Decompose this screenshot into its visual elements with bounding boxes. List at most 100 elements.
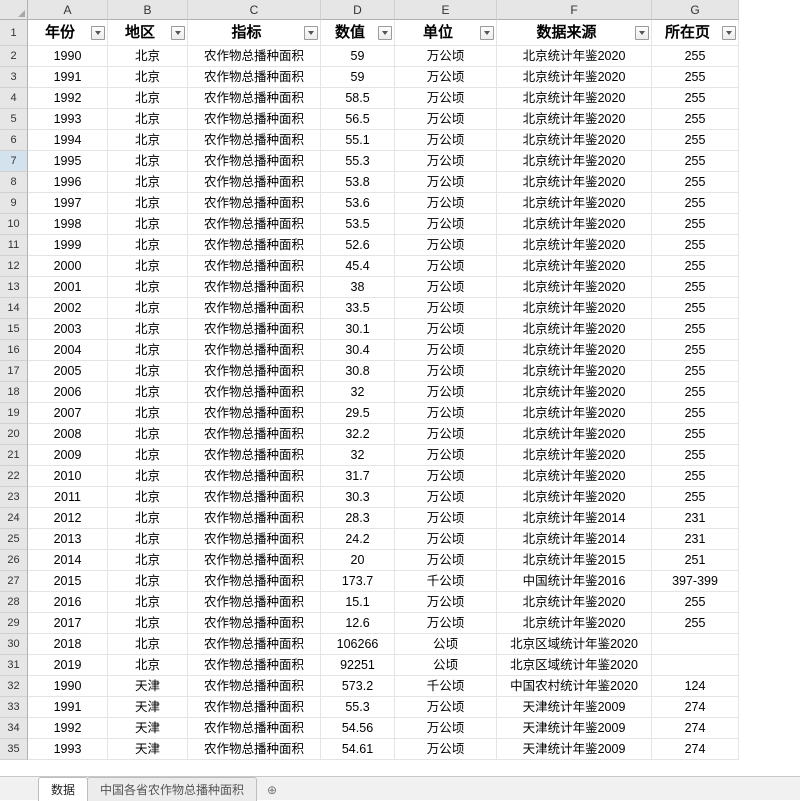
filter-dropdown-icon[interactable]	[171, 26, 185, 40]
table-cell[interactable]: 农作物总播种面积	[188, 676, 321, 697]
table-cell[interactable]: 农作物总播种面积	[188, 256, 321, 277]
sheet-tab-data[interactable]: 数据	[38, 777, 88, 801]
table-cell[interactable]: 万公顷	[395, 361, 497, 382]
table-cell[interactable]: 万公顷	[395, 193, 497, 214]
table-cell[interactable]: 2004	[28, 340, 108, 361]
table-cell[interactable]: 北京统计年鉴2014	[497, 529, 652, 550]
table-cell[interactable]: 农作物总播种面积	[188, 508, 321, 529]
table-cell[interactable]: 255	[652, 88, 739, 109]
table-cell[interactable]: 农作物总播种面积	[188, 655, 321, 676]
table-cell[interactable]: 255	[652, 67, 739, 88]
table-cell[interactable]: 万公顷	[395, 235, 497, 256]
row-head-25[interactable]: 25	[0, 529, 28, 550]
row-head-30[interactable]: 30	[0, 634, 28, 655]
row-head-17[interactable]: 17	[0, 361, 28, 382]
table-cell[interactable]: 农作物总播种面积	[188, 361, 321, 382]
table-cell[interactable]: 北京	[108, 571, 188, 592]
table-cell[interactable]: 38	[321, 277, 395, 298]
table-cell[interactable]: 255	[652, 298, 739, 319]
table-cell[interactable]: 2006	[28, 382, 108, 403]
row-head-12[interactable]: 12	[0, 256, 28, 277]
table-cell[interactable]: 北京统计年鉴2020	[497, 382, 652, 403]
table-cell[interactable]: 1998	[28, 214, 108, 235]
table-cell[interactable]: 255	[652, 487, 739, 508]
header-cell-indicator[interactable]: 指标	[188, 20, 321, 46]
row-head-28[interactable]: 28	[0, 592, 28, 613]
row-head-14[interactable]: 14	[0, 298, 28, 319]
row-head-23[interactable]: 23	[0, 487, 28, 508]
table-cell[interactable]: 天津	[108, 718, 188, 739]
sheet-tab-china-provinces[interactable]: 中国各省农作物总播种面积	[87, 777, 257, 801]
table-cell[interactable]: 2014	[28, 550, 108, 571]
table-cell[interactable]: 2018	[28, 634, 108, 655]
table-cell[interactable]: 万公顷	[395, 445, 497, 466]
table-cell[interactable]: 54.56	[321, 718, 395, 739]
header-cell-region[interactable]: 地区	[108, 20, 188, 46]
table-cell[interactable]: 万公顷	[395, 109, 497, 130]
table-cell[interactable]: 2000	[28, 256, 108, 277]
table-cell[interactable]: 124	[652, 676, 739, 697]
table-cell[interactable]: 农作物总播种面积	[188, 235, 321, 256]
row-head-24[interactable]: 24	[0, 508, 28, 529]
row-head-26[interactable]: 26	[0, 550, 28, 571]
table-cell[interactable]: 北京统计年鉴2020	[497, 361, 652, 382]
table-cell[interactable]: 农作物总播种面积	[188, 424, 321, 445]
table-cell[interactable]: 北京	[108, 319, 188, 340]
table-cell[interactable]: 20	[321, 550, 395, 571]
table-cell[interactable]: 万公顷	[395, 151, 497, 172]
table-cell[interactable]: 1999	[28, 235, 108, 256]
row-head-2[interactable]: 2	[0, 46, 28, 67]
table-cell[interactable]: 北京统计年鉴2020	[497, 235, 652, 256]
table-cell[interactable]: 北京统计年鉴2020	[497, 88, 652, 109]
table-cell[interactable]: 255	[652, 319, 739, 340]
table-cell[interactable]: 万公顷	[395, 277, 497, 298]
table-cell[interactable]: 农作物总播种面积	[188, 109, 321, 130]
table-cell[interactable]: 1991	[28, 67, 108, 88]
table-cell[interactable]: 万公顷	[395, 529, 497, 550]
table-cell[interactable]: 北京	[108, 277, 188, 298]
table-cell[interactable]: 北京统计年鉴2015	[497, 550, 652, 571]
table-cell[interactable]: 万公顷	[395, 340, 497, 361]
table-cell[interactable]: 农作物总播种面积	[188, 634, 321, 655]
add-sheet-icon[interactable]: ⊕	[262, 780, 282, 800]
row-head-11[interactable]: 11	[0, 235, 28, 256]
table-cell[interactable]: 55.3	[321, 697, 395, 718]
table-cell[interactable]: 万公顷	[395, 697, 497, 718]
table-cell[interactable]: 251	[652, 550, 739, 571]
table-cell[interactable]: 万公顷	[395, 424, 497, 445]
table-cell[interactable]: 北京统计年鉴2020	[497, 487, 652, 508]
table-cell[interactable]: 55.3	[321, 151, 395, 172]
table-cell[interactable]: 北京	[108, 529, 188, 550]
table-cell[interactable]: 万公顷	[395, 550, 497, 571]
table-cell[interactable]: 北京	[108, 592, 188, 613]
table-cell[interactable]: 农作物总播种面积	[188, 319, 321, 340]
table-cell[interactable]: 2009	[28, 445, 108, 466]
table-cell[interactable]: 农作物总播种面积	[188, 550, 321, 571]
row-head-32[interactable]: 32	[0, 676, 28, 697]
table-cell[interactable]: 农作物总播种面积	[188, 445, 321, 466]
table-cell[interactable]: 1993	[28, 109, 108, 130]
table-cell[interactable]: 255	[652, 193, 739, 214]
table-cell[interactable]: 北京统计年鉴2020	[497, 256, 652, 277]
col-head-E[interactable]: E	[395, 0, 497, 20]
table-cell[interactable]: 255	[652, 592, 739, 613]
table-cell[interactable]: 万公顷	[395, 298, 497, 319]
table-cell[interactable]: 万公顷	[395, 592, 497, 613]
table-cell[interactable]: 万公顷	[395, 508, 497, 529]
header-cell-page[interactable]: 所在页	[652, 20, 739, 46]
col-head-G[interactable]: G	[652, 0, 739, 20]
table-cell[interactable]: 1993	[28, 739, 108, 760]
filter-dropdown-icon[interactable]	[635, 26, 649, 40]
table-cell[interactable]: 北京统计年鉴2020	[497, 403, 652, 424]
row-head-31[interactable]: 31	[0, 655, 28, 676]
table-cell[interactable]: 北京统计年鉴2020	[497, 592, 652, 613]
table-cell[interactable]: 31.7	[321, 466, 395, 487]
table-cell[interactable]: 274	[652, 739, 739, 760]
row-head-34[interactable]: 34	[0, 718, 28, 739]
table-cell[interactable]: 北京	[108, 46, 188, 67]
table-cell[interactable]: 2016	[28, 592, 108, 613]
table-cell[interactable]: 231	[652, 529, 739, 550]
col-head-B[interactable]: B	[108, 0, 188, 20]
table-cell[interactable]: 北京统计年鉴2020	[497, 277, 652, 298]
table-cell[interactable]: 天津统计年鉴2009	[497, 718, 652, 739]
